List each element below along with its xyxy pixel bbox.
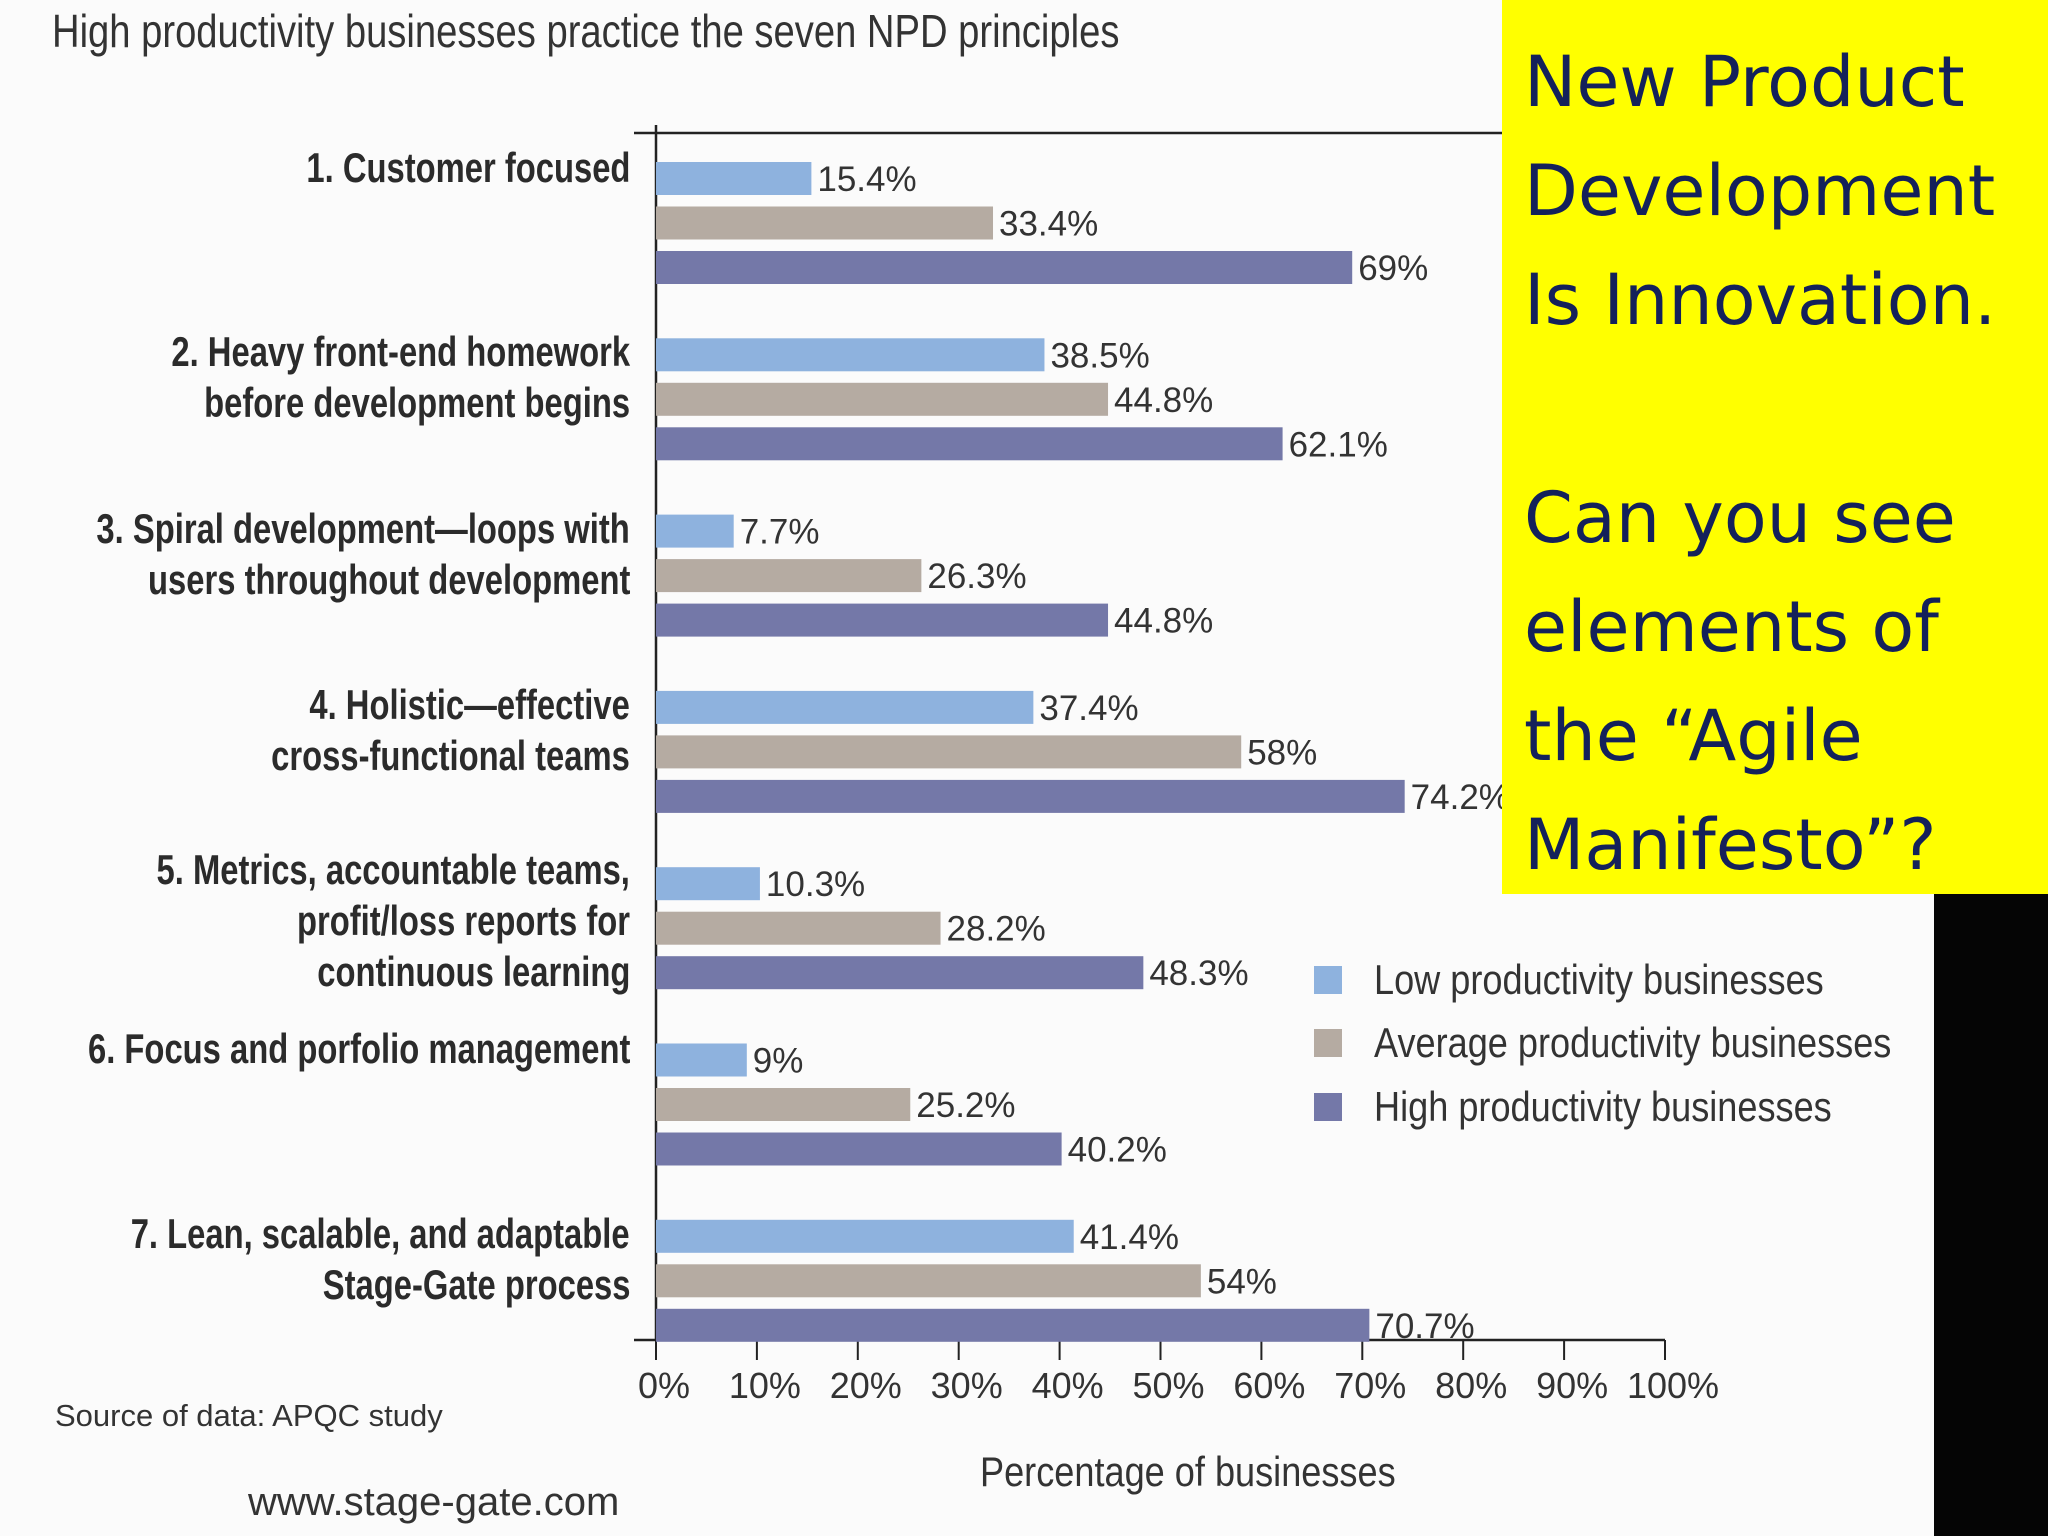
x-tick-label: 40% — [1032, 1365, 1104, 1406]
bar-value-label: 38.5% — [1050, 336, 1149, 375]
category-label: 2. Heavy front-end homework — [171, 328, 630, 376]
bar — [656, 514, 734, 548]
callout-line: Development — [1524, 150, 1996, 232]
callout-line: New Product — [1524, 41, 1965, 123]
bar — [656, 956, 1144, 990]
bar-value-label: 28.2% — [947, 910, 1046, 949]
category-label: 1. Customer focused — [305, 143, 630, 191]
bar — [656, 1219, 1074, 1253]
bar-value-label: 48.3% — [1149, 954, 1248, 993]
x-tick-label: 90% — [1536, 1365, 1608, 1406]
callout-line: Manifesto”? — [1524, 804, 1937, 886]
category-label: 6. Focus and porfolio management — [87, 1025, 630, 1072]
x-tick-label: 60% — [1233, 1365, 1305, 1406]
bar-value-label: 69% — [1358, 249, 1428, 288]
x-tick-label: 50% — [1132, 1365, 1204, 1406]
x-tick-label: 30% — [931, 1365, 1003, 1406]
bar — [656, 338, 1045, 372]
bar — [656, 1264, 1201, 1298]
bar — [656, 779, 1405, 813]
bar-value-label: 40.2% — [1068, 1131, 1167, 1170]
bar-value-label: 54% — [1207, 1262, 1277, 1301]
x-tick-label: 70% — [1334, 1365, 1406, 1406]
category-label: before development begins — [204, 379, 630, 427]
bar — [656, 251, 1353, 284]
legend-swatch-average — [1314, 1029, 1342, 1057]
category-label: 7. Lean, scalable, and adaptable — [131, 1209, 630, 1257]
category-label: users throughout development — [147, 555, 630, 603]
bar-value-label: 44.8% — [1114, 381, 1213, 420]
bar-value-label: 37.4% — [1039, 689, 1138, 728]
bar — [656, 1308, 1370, 1342]
bar — [656, 427, 1283, 461]
bar-value-label: 15.4% — [817, 160, 916, 199]
bar-value-label: 44.8% — [1114, 602, 1213, 641]
bar-value-label: 41.4% — [1080, 1218, 1179, 1257]
legend-swatch-high — [1314, 1093, 1342, 1121]
category-label: 4. Holistic—effective — [309, 680, 630, 728]
legend-label-high: High productivity businesses — [1374, 1083, 1832, 1130]
bar — [656, 1132, 1062, 1166]
callout-line: Can you see — [1524, 477, 1956, 559]
bar-value-label: 25.2% — [916, 1086, 1015, 1125]
category-label: 3. Spiral development—loops with — [96, 504, 630, 552]
bar-value-label: 10.3% — [766, 865, 865, 904]
bar — [656, 559, 922, 593]
category-label: continuous learning — [316, 947, 630, 995]
callout-line: elements of — [1524, 586, 1939, 668]
bar-value-label: 58% — [1247, 733, 1317, 772]
bar — [656, 206, 994, 240]
x-tick-label: 80% — [1435, 1365, 1507, 1406]
bar-value-label: 74.2% — [1411, 778, 1510, 817]
callout-line: Is Innovation. — [1524, 259, 1997, 341]
bar — [656, 690, 1034, 724]
x-tick-label: 10% — [729, 1365, 801, 1406]
bar — [656, 1043, 747, 1077]
bar — [656, 1088, 911, 1121]
source-note: Source of data: APQC study — [55, 1398, 443, 1433]
callout-line — [1524, 355, 2048, 464]
bar-value-label: 9% — [753, 1042, 804, 1081]
x-tick-label: 0% — [638, 1365, 690, 1406]
x-tick-label: 20% — [830, 1365, 902, 1406]
legend-swatch-low — [1314, 966, 1342, 994]
bar — [656, 867, 760, 901]
bar — [656, 162, 812, 195]
bar-value-label: 26.3% — [927, 557, 1026, 596]
bar-value-label: 33.4% — [999, 205, 1098, 244]
bar — [656, 382, 1109, 416]
bar-value-label: 7.7% — [740, 513, 820, 552]
category-label: 5. Metrics, accountable teams, — [156, 845, 630, 893]
chart-title: High productivity businesses practice th… — [52, 5, 1120, 57]
legend-label-low: Low productivity businesses — [1374, 956, 1824, 1003]
callout-line: the “Agile — [1524, 695, 1863, 777]
website-url: www.stage-gate.com — [248, 1480, 620, 1524]
x-axis-label: Percentage of businesses — [980, 1448, 1396, 1495]
bar — [656, 911, 941, 945]
category-label: cross-functional teams — [271, 731, 630, 779]
bar-value-label: 62.1% — [1289, 425, 1388, 464]
category-label: profit/loss reports for — [296, 896, 630, 944]
callout-box: New Product Development Is Innovation. C… — [1502, 0, 2048, 894]
bar-value-label: 70.7% — [1375, 1307, 1474, 1346]
bar — [656, 603, 1109, 637]
category-label: Stage-Gate process — [322, 1260, 630, 1308]
x-tick-label: 100% — [1627, 1365, 1719, 1406]
legend-label-average: Average productivity businesses — [1374, 1019, 1892, 1066]
bar — [656, 735, 1242, 769]
